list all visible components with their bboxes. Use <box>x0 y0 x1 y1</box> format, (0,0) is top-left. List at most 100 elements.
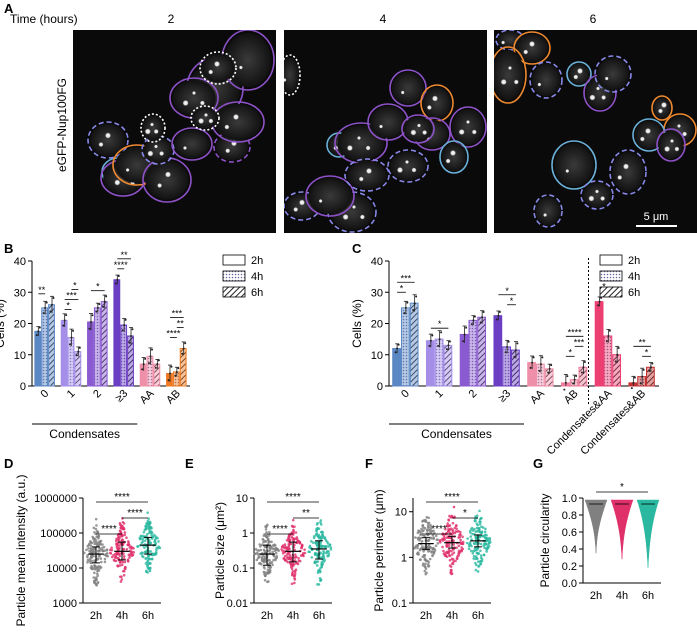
data-point <box>292 528 295 532</box>
data-point <box>431 334 434 337</box>
data-point <box>72 329 74 332</box>
data-point <box>280 548 283 551</box>
cell-body <box>515 33 549 63</box>
data-point <box>51 303 54 306</box>
significance-label: *** <box>401 273 412 283</box>
data-point <box>432 552 436 555</box>
cell-outline <box>651 95 673 121</box>
data-point <box>121 542 125 545</box>
data-point <box>125 548 129 551</box>
cell-body <box>308 178 352 214</box>
significance-label: **** <box>127 508 143 519</box>
x-tick-label: 4h <box>287 610 299 622</box>
data-point <box>148 561 151 565</box>
data-point <box>95 310 98 313</box>
data-point <box>144 557 147 560</box>
data-point <box>478 520 481 524</box>
data-point <box>260 557 264 560</box>
data-point <box>127 553 131 557</box>
data-point <box>474 515 477 518</box>
data-point <box>144 527 148 531</box>
time-label: Time (hours) <box>10 12 78 26</box>
data-point <box>146 564 149 568</box>
data-point <box>283 554 287 558</box>
data-point <box>269 565 273 569</box>
data-point <box>65 314 68 317</box>
data-point <box>419 533 422 536</box>
data-point <box>262 538 265 542</box>
data-point <box>119 580 123 583</box>
data-point <box>433 549 437 552</box>
data-point <box>513 355 516 358</box>
data-point <box>413 546 416 550</box>
data-point <box>102 545 106 549</box>
data-point <box>118 544 121 547</box>
condensate-spot <box>144 128 152 135</box>
data-point <box>421 523 425 527</box>
data-point <box>423 569 427 573</box>
data-point <box>313 534 316 538</box>
bar-tint <box>120 325 127 386</box>
data-point <box>136 545 140 548</box>
data-point <box>550 364 553 367</box>
data-point <box>427 565 430 568</box>
data-point <box>308 550 311 554</box>
data-point <box>291 562 295 565</box>
data-point <box>461 542 465 546</box>
cell-body <box>441 142 467 172</box>
data-point <box>475 529 479 533</box>
data-point <box>83 551 86 555</box>
data-point <box>293 570 297 574</box>
data-point <box>99 560 103 564</box>
data-point <box>62 324 65 327</box>
y-tick-label: 10 <box>371 350 383 362</box>
condensate-spot <box>599 195 606 202</box>
bar-tint <box>101 301 108 386</box>
data-point <box>474 568 478 572</box>
data-point <box>471 551 475 555</box>
condensate-spot <box>594 189 600 194</box>
y-tick-label: 0.0 <box>562 578 577 590</box>
cell-outline <box>190 105 220 131</box>
condensate-spot <box>500 40 506 45</box>
data-point <box>317 569 320 573</box>
data-point <box>297 556 300 560</box>
condensate-spot <box>471 129 478 135</box>
condensate-spot <box>465 119 471 125</box>
y-tick-label: 30 <box>371 287 383 299</box>
data-point <box>86 554 89 557</box>
data-point <box>118 564 122 567</box>
data-point <box>319 521 322 524</box>
condensate-spot <box>669 138 675 144</box>
data-point <box>415 295 418 298</box>
data-point <box>403 312 406 315</box>
data-point <box>267 541 270 544</box>
panel-letter-f: F <box>365 456 373 471</box>
data-point <box>120 563 124 567</box>
data-point <box>153 538 157 542</box>
data-point <box>479 542 483 546</box>
cell-body <box>192 107 218 129</box>
data-point <box>262 548 266 552</box>
data-point <box>447 344 450 347</box>
data-point <box>150 533 153 537</box>
data-point <box>146 521 149 525</box>
condensate-spot <box>663 145 671 153</box>
data-point <box>470 538 473 541</box>
data-point <box>114 282 117 285</box>
data-point <box>416 543 420 547</box>
data-point <box>461 535 464 539</box>
data-point <box>291 518 295 522</box>
condensate-spot <box>396 166 404 174</box>
y-tick-label: 20 <box>14 319 26 331</box>
data-point <box>463 333 466 336</box>
data-point <box>35 334 38 337</box>
data-point <box>472 554 476 558</box>
data-point <box>265 571 269 574</box>
data-point <box>97 554 101 558</box>
data-point <box>473 519 477 523</box>
bar-tint <box>401 307 410 386</box>
data-point <box>328 543 332 547</box>
condensate-spot <box>238 65 244 70</box>
